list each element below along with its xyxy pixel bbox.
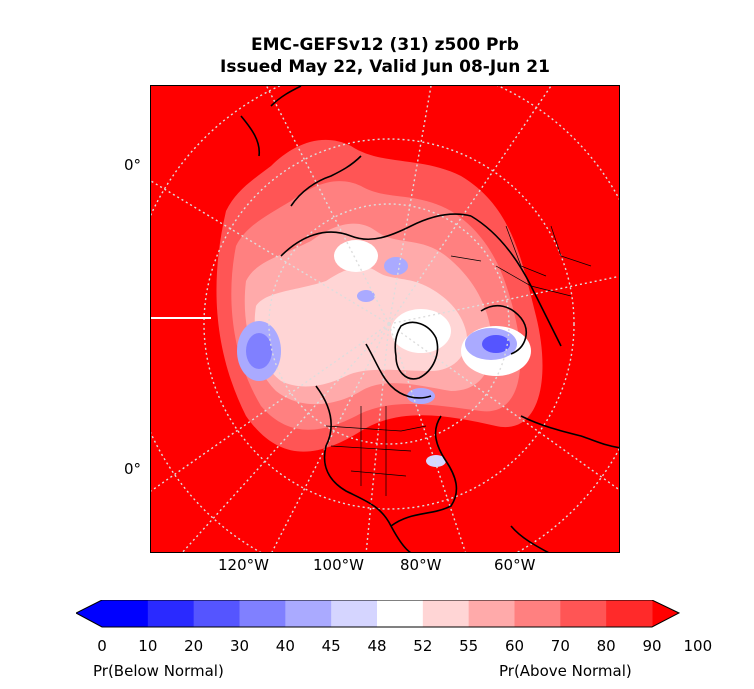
colorbar-cell <box>102 600 149 627</box>
colorbar <box>74 599 681 634</box>
colorbar-tick-label: 10 <box>138 637 158 655</box>
colorbar-tick-label: 60 <box>504 637 525 655</box>
colorbar-cell <box>331 600 378 627</box>
colorbar-under-arrow <box>76 600 102 627</box>
colorbar-tick-label: 48 <box>367 637 387 655</box>
colorbar-cell <box>514 600 561 627</box>
negative-anomaly-siberia <box>384 257 408 275</box>
lon-label-120w: 120°W <box>218 556 269 574</box>
colorbar-cell <box>193 600 240 627</box>
contour-52 <box>254 266 467 387</box>
colorbar-tick-label: 30 <box>229 637 250 655</box>
political-borders <box>325 225 592 496</box>
colorbar-tick-label: 0 <box>97 637 107 655</box>
chart-title: EMC-GEFSv12 (31) z500 Prb <box>251 35 519 55</box>
colorbar-cell <box>606 600 653 627</box>
colorbar-tick-label: 20 <box>184 637 204 655</box>
lat-label-lower: 0° <box>124 460 142 478</box>
colorbar-cell <box>147 600 195 627</box>
colorbar-cell <box>422 600 470 627</box>
colorbar-cell <box>377 600 424 627</box>
colorbar-graphic <box>74 599 681 628</box>
colorbar-tick-label: 70 <box>550 637 570 655</box>
lon-label-60w: 60°W <box>494 556 536 574</box>
colorbar-tick-label: 80 <box>596 637 616 655</box>
colorbar-over-arrow <box>652 600 679 627</box>
colorbar-cell <box>560 600 607 627</box>
probability-map <box>151 86 619 552</box>
above-normal-label: Pr(Above Normal) <box>499 662 632 680</box>
coastlines <box>240 86 619 552</box>
colorbar-tick-label: 40 <box>275 637 295 655</box>
colorbar-tick-label: 55 <box>459 637 479 655</box>
latitude-circles <box>151 86 619 552</box>
chart-subtitle: Issued May 22, Valid Jun 08-Jun 21 <box>220 57 550 77</box>
lat-label-upper: 0° <box>124 156 142 174</box>
colorbar-tick-label: 90 <box>642 637 662 655</box>
colorbar-tick-label: 52 <box>413 637 433 655</box>
lon-label-100w: 100°W <box>313 556 364 574</box>
colorbar-tick-label: 100 <box>683 637 713 655</box>
colorbar-cell <box>468 600 515 627</box>
below-normal-label: Pr(Below Normal) <box>93 662 224 680</box>
lon-label-80w: 80°W <box>400 556 442 574</box>
contour-48 <box>391 309 451 353</box>
colorbar-cell <box>285 600 332 627</box>
colorbar-outline <box>74 599 681 628</box>
colorbar-tick-label: 45 <box>321 637 341 655</box>
colorbar-cell <box>239 600 286 627</box>
map-panel <box>150 85 620 553</box>
meridians <box>151 86 619 552</box>
